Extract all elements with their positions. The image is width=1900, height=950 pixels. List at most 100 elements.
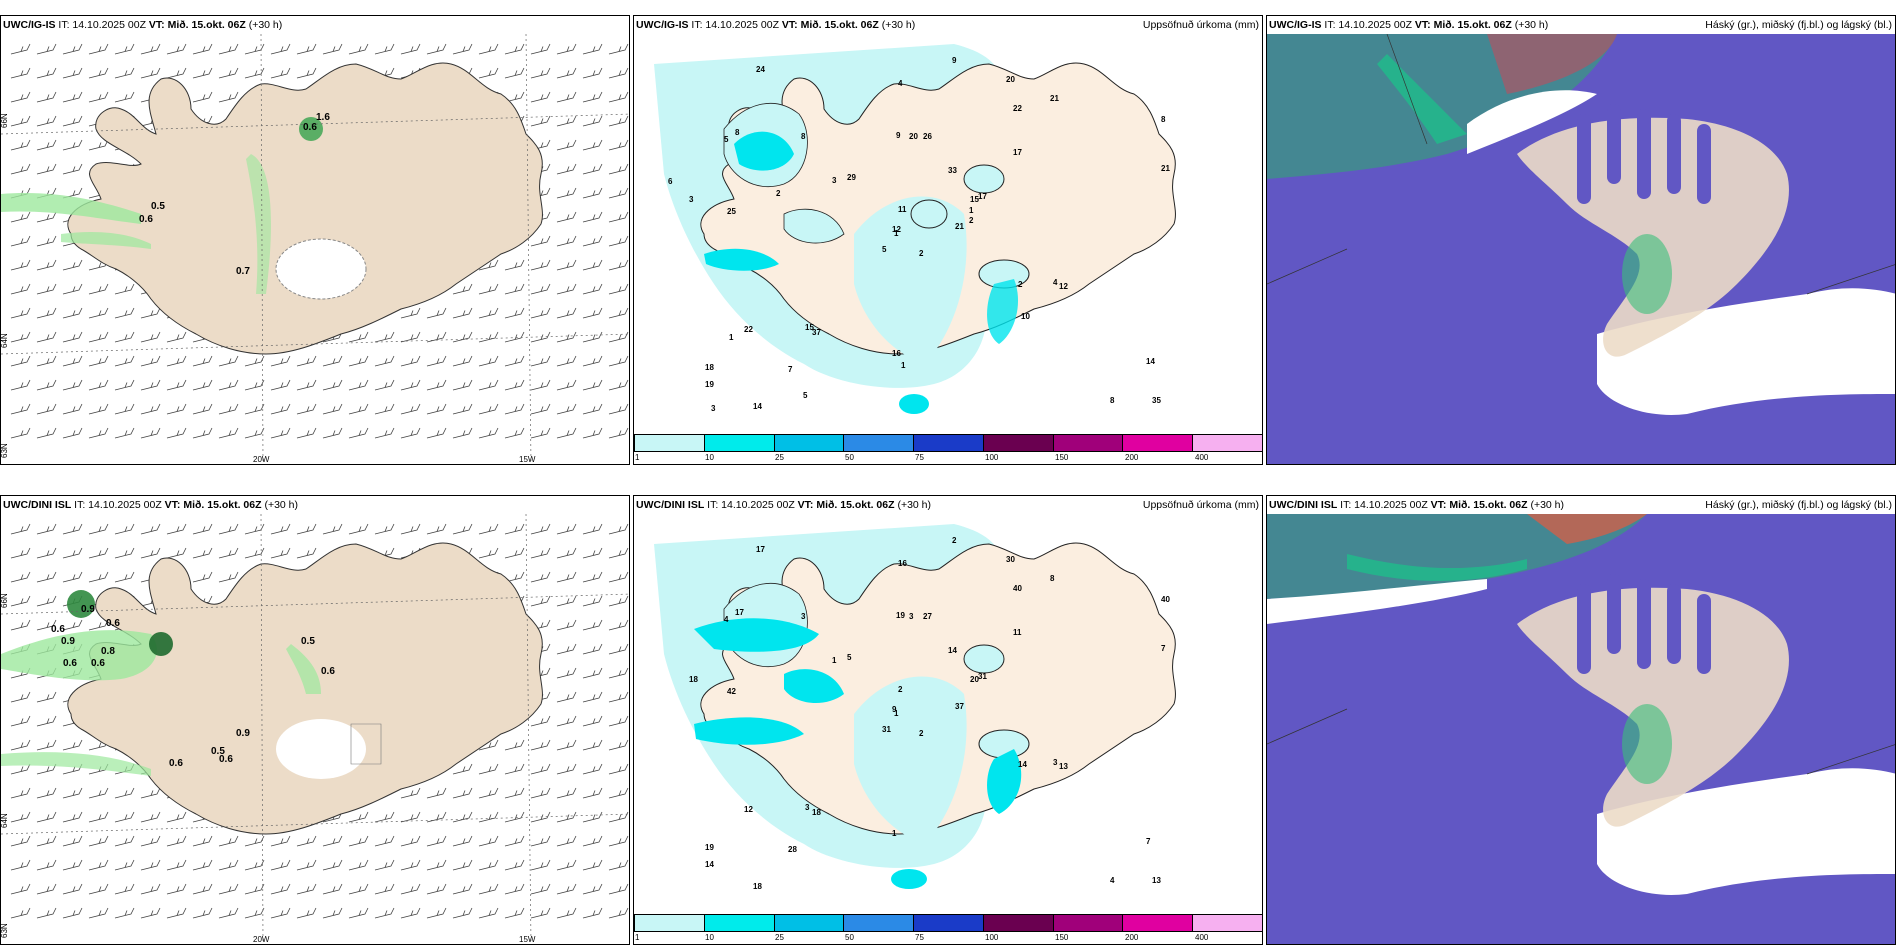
wind-barb bbox=[400, 331, 421, 343]
legend-swatch bbox=[1053, 915, 1124, 931]
wind-barb bbox=[192, 43, 213, 55]
precip-value: 1 bbox=[892, 829, 897, 838]
wind-barb bbox=[10, 547, 31, 559]
wind-barb bbox=[114, 43, 135, 55]
wind-barb bbox=[608, 115, 629, 127]
wind-barb bbox=[530, 859, 551, 871]
precip-value: 1 bbox=[894, 229, 899, 238]
cloud-map bbox=[1267, 34, 1895, 464]
wind-barb bbox=[608, 307, 629, 319]
wind-barb bbox=[62, 619, 83, 631]
precip-value: 5 bbox=[803, 391, 808, 400]
precip-value: 3 bbox=[832, 176, 837, 185]
wind-barb bbox=[530, 403, 551, 415]
precip-value: 2 bbox=[919, 249, 924, 258]
wind-barb bbox=[166, 355, 187, 367]
lat-label: 64N bbox=[1, 333, 9, 348]
wind-barb bbox=[608, 331, 629, 343]
precip-value: 4 bbox=[1053, 278, 1058, 287]
wind-barb bbox=[348, 43, 369, 55]
wind-barb bbox=[582, 211, 603, 223]
wind-barb bbox=[36, 883, 57, 895]
wind-barb bbox=[166, 427, 187, 439]
wind-barb bbox=[348, 883, 369, 895]
wind-barb bbox=[36, 139, 57, 151]
wind-barb bbox=[452, 331, 473, 343]
wind-barb bbox=[62, 331, 83, 343]
precip-map: 2511815372026222124352585171493322291972… bbox=[634, 34, 1262, 434]
wind-barb bbox=[530, 91, 551, 103]
model-name: UWC/IG-IS bbox=[1269, 19, 1322, 31]
wind-barb bbox=[218, 43, 239, 55]
wind-barb bbox=[140, 787, 161, 799]
value-label: 0.9 bbox=[236, 728, 250, 739]
wind-barb bbox=[36, 163, 57, 175]
wind-barb bbox=[582, 715, 603, 727]
wind-barb bbox=[582, 379, 603, 391]
value-label: 0.6 bbox=[169, 758, 183, 769]
wind-barb bbox=[166, 835, 187, 847]
precip-value: 20 bbox=[909, 132, 918, 141]
wind-barb bbox=[582, 355, 603, 367]
wind-barb bbox=[322, 835, 343, 847]
wind-barb bbox=[582, 619, 603, 631]
wind-barb bbox=[114, 859, 135, 871]
wind-barb bbox=[530, 259, 551, 271]
value-label: 0.6 bbox=[321, 666, 335, 677]
wind-barb bbox=[36, 547, 57, 559]
legend-swatch bbox=[774, 435, 845, 451]
wind-barb bbox=[530, 763, 551, 775]
wind-barb bbox=[582, 547, 603, 559]
wind-barb bbox=[504, 355, 525, 367]
wind-barb bbox=[582, 835, 603, 847]
wind-barb bbox=[10, 379, 31, 391]
wind-barb bbox=[114, 787, 135, 799]
wind-barb bbox=[478, 739, 499, 751]
wind-barb bbox=[244, 547, 265, 559]
precip-value: 21 bbox=[1161, 164, 1170, 173]
value-label: 0.8 bbox=[101, 646, 115, 657]
precip-value: 12 bbox=[744, 805, 753, 814]
precip-value: 30 bbox=[1006, 555, 1015, 564]
precip-value: 40 bbox=[1161, 595, 1170, 604]
precip-map: 2411920183027403717134240311118191412514… bbox=[634, 514, 1262, 914]
precip-value: 14 bbox=[948, 646, 957, 655]
wind-barb bbox=[88, 331, 109, 343]
model-name: UWC/IG-IS bbox=[3, 19, 56, 31]
wind-barb bbox=[478, 787, 499, 799]
wind-barb bbox=[192, 523, 213, 535]
lat-label: 66N bbox=[1, 593, 9, 608]
legend-swatch bbox=[983, 915, 1054, 931]
wind-barb bbox=[88, 283, 109, 295]
lon-label: 15W bbox=[519, 455, 536, 464]
wind-barb bbox=[296, 835, 317, 847]
wind-barb bbox=[608, 355, 629, 367]
precip-value: 31 bbox=[882, 725, 891, 734]
wind-barb bbox=[10, 619, 31, 631]
precip-value: 40 bbox=[1013, 584, 1022, 593]
wind-barb bbox=[140, 835, 161, 847]
wind-barb bbox=[426, 43, 447, 55]
wind-barb bbox=[10, 211, 31, 223]
precip-value: 20 bbox=[1006, 75, 1015, 84]
legend-swatch bbox=[1053, 435, 1124, 451]
wind-barb bbox=[192, 67, 213, 79]
wind-barb bbox=[10, 811, 31, 823]
panel-cloud-row2: UWC/DINI ISL IT: 14.10.2025 00Z VT: Mið.… bbox=[1266, 495, 1896, 945]
wind-barb bbox=[322, 883, 343, 895]
wind-barb bbox=[192, 907, 213, 919]
wind-barb bbox=[348, 835, 369, 847]
wind-barb bbox=[426, 307, 447, 319]
wind-barb bbox=[582, 523, 603, 535]
wind-barb bbox=[88, 139, 109, 151]
wind-barb bbox=[452, 427, 473, 439]
wind-barb bbox=[504, 427, 525, 439]
wind-barb bbox=[322, 403, 343, 415]
wind-barb bbox=[504, 811, 525, 823]
wind-barb bbox=[62, 259, 83, 271]
wind-barb bbox=[244, 835, 265, 847]
wind-barb bbox=[62, 739, 83, 751]
wind-barb bbox=[400, 811, 421, 823]
wind-barb bbox=[36, 67, 57, 79]
wind-barb bbox=[270, 907, 291, 919]
